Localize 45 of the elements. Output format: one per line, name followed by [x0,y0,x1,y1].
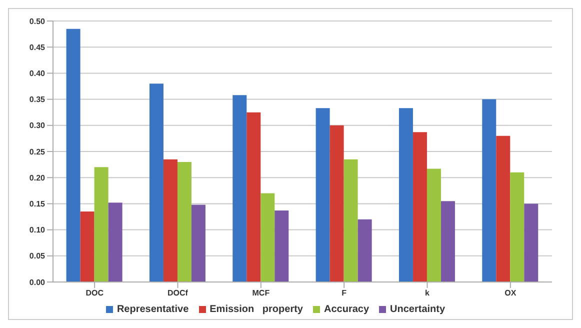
bar [330,125,344,282]
legend-label: Uncertainty [390,304,446,315]
x-tick-label: OX [504,288,517,298]
y-tick-label: 0.25 [29,147,46,156]
bar [358,219,372,282]
bar [482,99,496,282]
bar [66,28,80,282]
bar [94,167,108,282]
y-tick-label: 0.15 [29,200,46,209]
bar [316,108,330,282]
bar [344,159,358,282]
bar [108,202,122,282]
bar [80,212,94,282]
bar [426,168,441,282]
bar [524,204,538,282]
bar [398,108,413,282]
bar [412,132,427,282]
legend-label: Emission property [210,304,303,315]
x-tick-label: DOCf [168,288,188,298]
bar [274,210,289,282]
bar [510,172,524,282]
y-tick-label: 0.40 [29,69,46,78]
bar [177,162,192,282]
y-tick-label: 0.00 [29,278,46,287]
legend-label: Accuracy [324,304,370,315]
y-tick-label: 0.50 [29,16,46,26]
x-tick-label: F [342,288,347,298]
y-tick-label: 0.10 [29,226,46,235]
bar [191,204,206,282]
bar [163,159,178,282]
bar [246,112,261,282]
legend-label: Representative [116,304,189,315]
x-tick-label: k [425,288,430,298]
bar [260,193,275,282]
x-tick-label: DOC [86,288,104,298]
y-tick-label: 0.30 [29,121,46,130]
bar [440,201,455,282]
bar [496,136,510,282]
y-tick-label: 0.35 [29,95,46,104]
bar [232,95,247,282]
x-tick-label: MCF [252,288,270,298]
y-tick-label: 0.05 [29,252,46,261]
bar [149,84,164,282]
y-tick-label: 0.20 [29,173,46,182]
y-tick-label: 0.45 [29,42,46,52]
